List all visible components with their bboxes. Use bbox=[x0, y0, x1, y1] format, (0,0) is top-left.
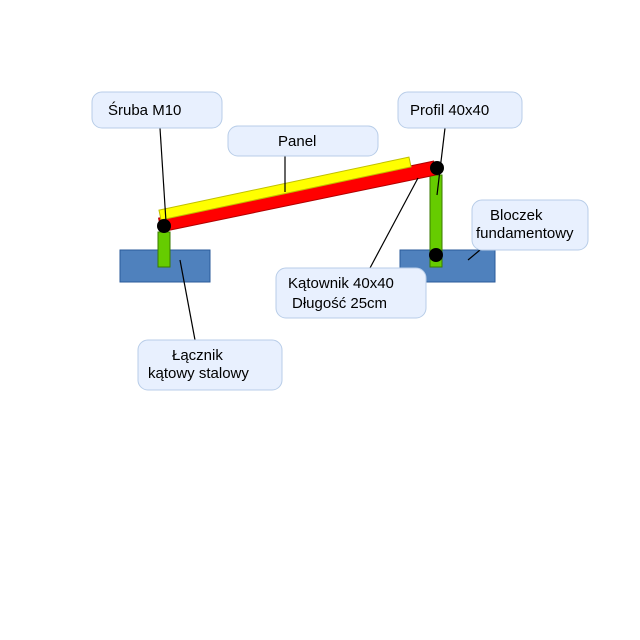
panel-label: Panel bbox=[278, 133, 316, 150]
profile-label: Profil 40x40 bbox=[410, 102, 489, 119]
mounting-diagram: Śruba M10 Panel Profil 40x40 Bloczekfundame… bbox=[0, 0, 640, 640]
bolt-icon bbox=[430, 161, 444, 175]
leader-line bbox=[160, 128, 166, 222]
bolt-icon bbox=[429, 248, 443, 262]
foundation-label-line1: Bloczek bbox=[490, 207, 543, 224]
screw-label: Śruba M10 bbox=[108, 101, 181, 119]
foundation-label-line2: fundamentowy bbox=[476, 225, 574, 242]
angle-bracket-label-line2: Długość 25cm bbox=[292, 295, 387, 312]
connector-label-line2: kątowy stalowy bbox=[148, 365, 249, 382]
angle-bracket-label-line1: Kątownik 40x40 bbox=[288, 275, 394, 292]
post-left bbox=[158, 232, 170, 267]
bolt-icon bbox=[157, 219, 171, 233]
connector-label-line1: Łącznik bbox=[172, 347, 223, 364]
